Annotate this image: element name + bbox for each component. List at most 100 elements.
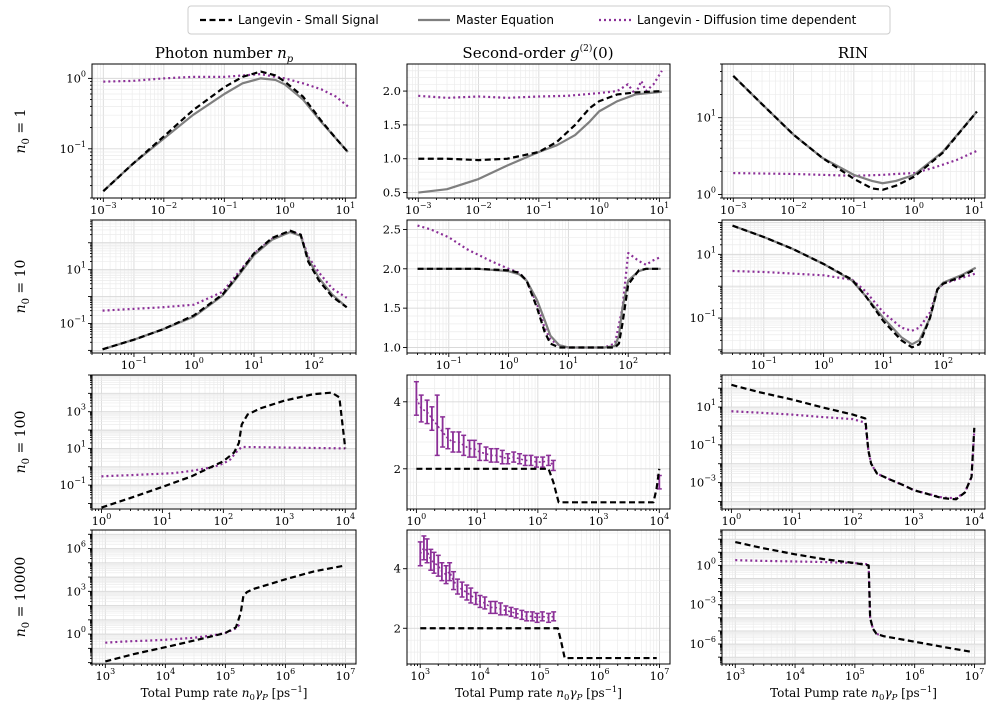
x-tick-label: 101 [782, 512, 802, 528]
x-axis-labels: Total Pump rate n0γP [ps−1] Total Pump ra… [141, 685, 937, 703]
y-tick-label: 100 [696, 556, 716, 572]
series-diffusion-errorbar [517, 452, 523, 465]
series-master [418, 90, 662, 194]
series-diffusion-errorbar [431, 551, 437, 574]
series-small-signal [105, 564, 343, 663]
series-diffusion-errorbar [440, 416, 446, 448]
x-tick-label: 101 [874, 356, 894, 372]
series-group [101, 391, 347, 509]
series-group [418, 70, 663, 194]
series-diffusion-errorbar [483, 446, 489, 462]
series-diffusion-errorbar [488, 447, 494, 463]
y-tick-label: 2 [394, 462, 401, 476]
series-diffusion-errorbar [524, 611, 530, 622]
x-tick-label: 105 [845, 667, 865, 683]
series-group [102, 70, 349, 192]
series-group [417, 535, 657, 660]
panel-r3-photon: 100 101 102 103 104 10−1 101 103 [60, 374, 357, 528]
y-ticks: 1.0 1.5 2.0 2.5 [383, 222, 407, 354]
x-tick-label: 102 [213, 512, 233, 528]
x-tick-label: 107 [965, 667, 985, 683]
y-ticks: 100 10−3 10−6 [690, 529, 722, 665]
series-diffusion-errorbar [488, 600, 494, 615]
series-small-signal [735, 540, 972, 654]
series-diffusion-errorbar [477, 594, 483, 609]
series-small-signal [732, 224, 977, 349]
x-tick-label: 102 [843, 512, 863, 528]
y-ticks: 10−1 100 [60, 69, 92, 199]
x-tick-label: 10−2 [151, 201, 177, 217]
x-tick-label: 100 [499, 356, 519, 372]
x-tick-label: 103 [274, 512, 294, 528]
series-diffusion-errorbar [451, 570, 457, 591]
series-diffusion-errorbar [435, 554, 441, 577]
column-titles: Photon number np Second-order g(2)(0) RIN [155, 43, 868, 65]
series-diffusion-errorbar [468, 587, 474, 604]
series-diffusion-errorbar [508, 606, 514, 618]
y-tick-label: 1.0 [383, 340, 401, 354]
panel-r4-rin: 103 104 105 106 107 100 10−3 10−6 [690, 529, 986, 683]
grid [92, 220, 356, 353]
y-tick-label: 101 [696, 109, 716, 125]
series-diffusion-errorbar [534, 456, 540, 468]
y-tick-label: 10−3 [690, 596, 716, 612]
series-diffusion-errorbar [455, 578, 461, 595]
y-tick-label: 106 [66, 540, 86, 556]
x-tick-label: 102 [618, 356, 638, 372]
grid [407, 220, 670, 353]
x-tick-label: 100 [92, 512, 112, 528]
series-diffusion-errorbar [450, 431, 456, 453]
x-tick-label: 103 [725, 667, 745, 683]
panel-r4-photon: 103 104 105 106 107 100 103 106 [66, 529, 357, 683]
y-tick-label: 2 [394, 621, 401, 635]
x-tick-label: 100 [814, 356, 834, 372]
grid [92, 64, 356, 198]
series-diffusion-errorbars [417, 535, 557, 624]
grid [407, 530, 670, 664]
series-group [413, 380, 662, 504]
y-tick-label: 101 [696, 245, 716, 261]
y-tick-label: 4 [394, 562, 401, 576]
y-tick-label: 2.0 [383, 262, 401, 276]
series-diffusion-errorbar [459, 581, 465, 598]
series-diffusion [101, 445, 346, 478]
series-diffusion-errorbar [511, 451, 517, 463]
series-diffusion-errorbar [498, 602, 504, 616]
x-tick-label: 104 [785, 667, 805, 683]
x-tick-label: 10−3 [405, 201, 431, 217]
legend-frame [187, 5, 891, 35]
series-diffusion-errorbar [429, 406, 435, 432]
series-diffusion-errorbar [473, 591, 479, 606]
y-ticks: 100 103 106 [66, 529, 92, 665]
x-axis-label: Total Pump rate n0γP [ps−1] [770, 685, 937, 703]
y-tick-label: 2.0 [383, 84, 401, 98]
panel-r1-g2: 10−3 10−2 10−1 100 101 0.5 1.0 1.5 2.0 [383, 63, 671, 217]
x-tick-label: 10−1 [751, 356, 777, 372]
series-small-signal [102, 70, 349, 192]
series-diffusion-errorbar [513, 608, 519, 619]
series-diffusion [418, 70, 663, 99]
series-diffusion-errorbar [418, 394, 424, 423]
x-tick-label: 100 [904, 201, 924, 217]
panel-r2-photon: 10−1 100 101 102 10−1 101 [60, 219, 357, 372]
panel-r2-rin: 10−1 100 101 102 10−1 101 [690, 219, 986, 372]
row-label-4: n0 = 10000 [13, 557, 32, 638]
series-diffusion-errorbar [539, 611, 545, 622]
series-diffusion-errorbar [546, 612, 552, 624]
y-tick-label: 100 [66, 625, 86, 641]
axes-frame [406, 219, 671, 354]
x-tick-label: 104 [470, 667, 490, 683]
series-diffusion [105, 622, 242, 644]
series-diffusion-errorbar [424, 538, 430, 564]
x-tick-label: 10−1 [211, 201, 237, 217]
series-diffusion-errorbar [477, 442, 483, 462]
y-tick-label: 10−1 [690, 436, 716, 452]
y-ticks: 10−1 101 [690, 222, 722, 354]
series-diffusion-errorbar [503, 605, 509, 616]
x-tick-label: 10−2 [780, 201, 806, 217]
x-tick-label: 105 [216, 667, 236, 683]
x-tick-label: 100 [722, 512, 742, 528]
x-ticks: 10−1 100 101 102 [406, 353, 671, 372]
